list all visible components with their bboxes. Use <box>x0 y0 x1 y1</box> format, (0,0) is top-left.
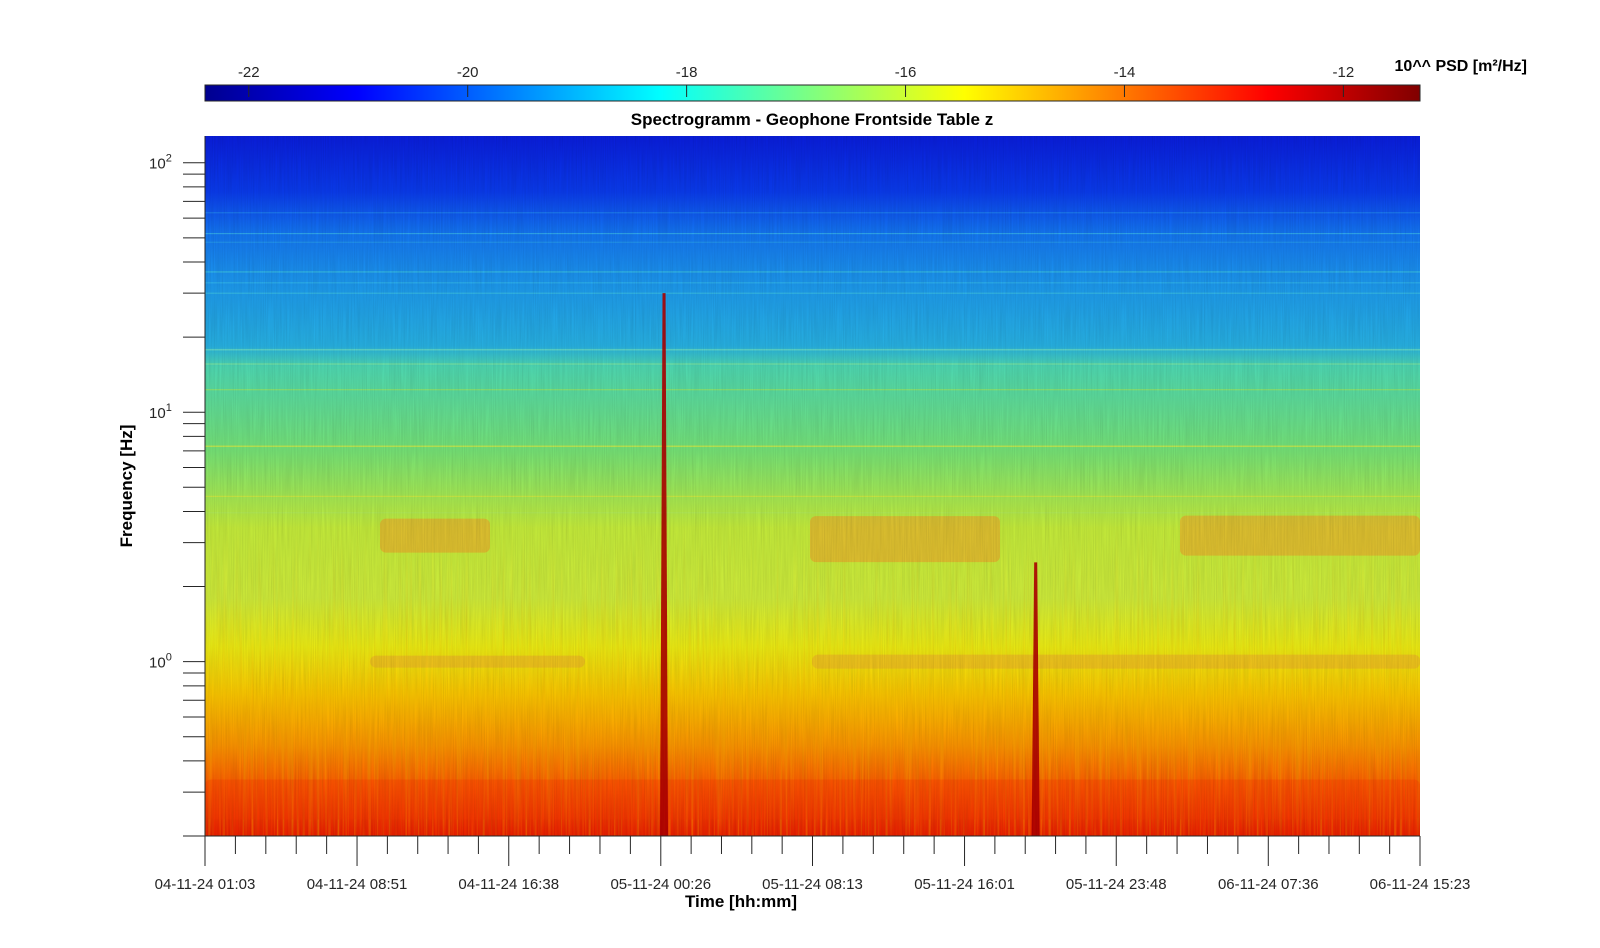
colorbar: -22 -20 -18 -16 -14 -12 10^^ PSD [m²/Hz] <box>204 58 1527 102</box>
colorbar-tick-label: -20 <box>457 64 479 81</box>
x-tick-label: 05-11-24 00:26 <box>610 876 711 893</box>
chart-title: Spectrogramm - Geophone Frontside Table … <box>631 110 993 129</box>
x-axis: 04-11-24 01:03 04-11-24 08:51 04-11-24 16:… <box>155 835 1471 893</box>
y-tick-label: 100 <box>149 652 172 672</box>
x-tick-label: 06-11-24 15:23 <box>1370 876 1471 893</box>
colorbar-tick-label: -16 <box>895 64 917 81</box>
x-tick-label: 04-11-24 16:38 <box>458 876 559 893</box>
y-axis-title: Frequency [Hz] <box>117 425 136 548</box>
x-axis-title: Time [hh:mm] <box>685 892 797 911</box>
x-tick-label: 05-11-24 16:01 <box>914 876 1015 893</box>
colorbar-tick-label: -14 <box>1114 64 1136 81</box>
y-tick-label: 101 <box>149 402 172 422</box>
x-tick-label: 06-11-24 07:36 <box>1218 876 1319 893</box>
colorbar-gradient <box>204 84 1421 102</box>
colorbar-tick-label: -18 <box>676 64 698 81</box>
x-tick-label: 05-11-24 08:13 <box>762 876 863 893</box>
colorbar-tick-label: -12 <box>1333 64 1355 81</box>
x-tick-label: 05-11-24 23:48 <box>1066 876 1167 893</box>
y-tick-label: 102 <box>149 153 172 173</box>
y-axis: 100 101 102 <box>149 136 206 837</box>
x-tick-label: 04-11-24 01:03 <box>155 876 256 893</box>
x-tick-label: 04-11-24 08:51 <box>307 876 408 893</box>
spectrogram-image <box>205 136 1420 836</box>
colorbar-label: 10^^ PSD [m²/Hz] <box>1395 58 1527 75</box>
colorbar-tick-label: -22 <box>238 64 260 81</box>
